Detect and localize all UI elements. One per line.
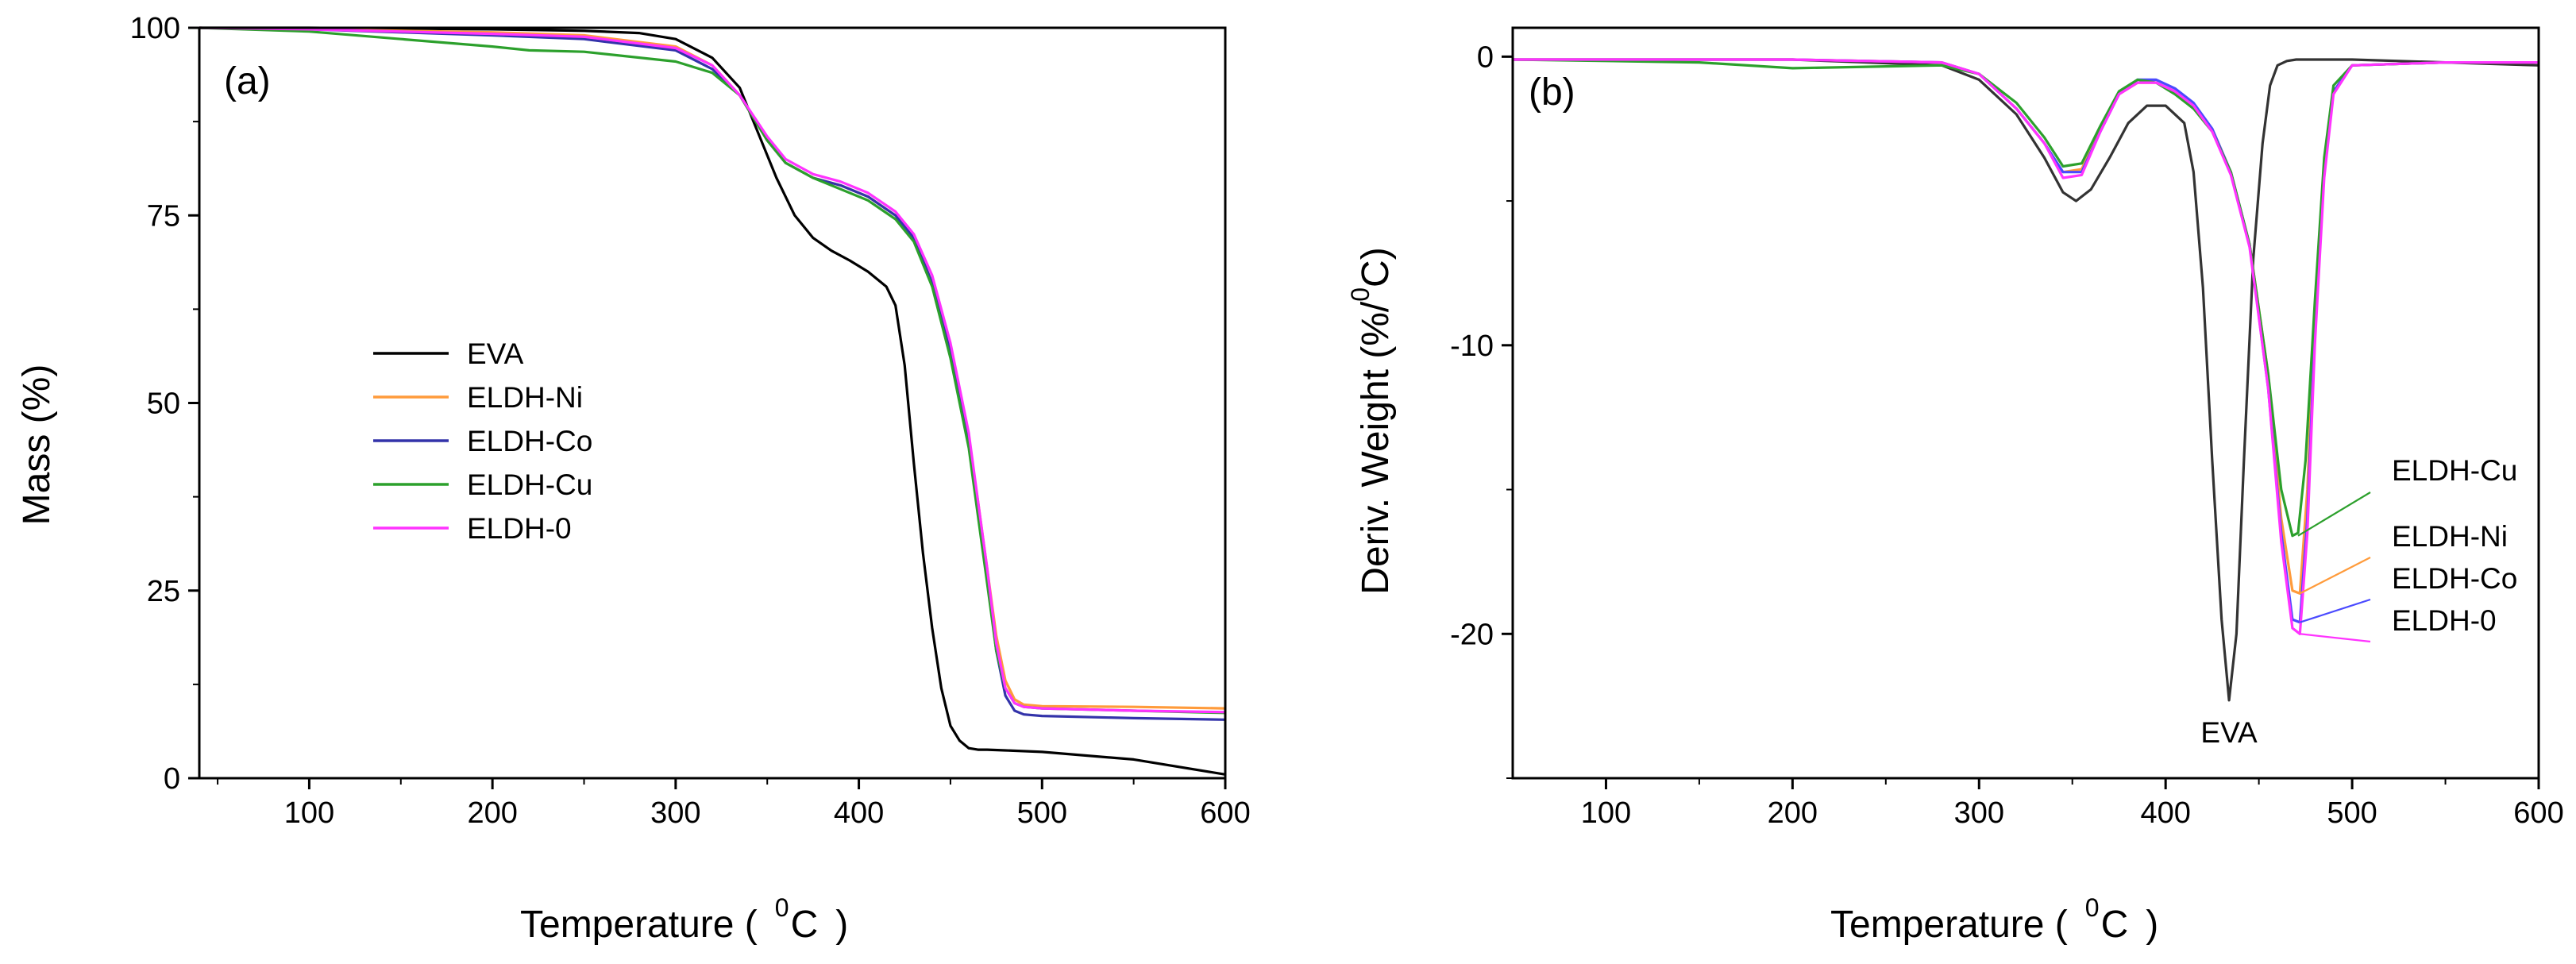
legend-label: ELDH-Cu	[467, 469, 592, 501]
y-tick-label-a: 75	[147, 199, 180, 233]
x-tick-label-b: 300	[1954, 796, 2004, 830]
annotation-leader	[2300, 633, 2371, 643]
legend-label: ELDH-Ni	[467, 381, 583, 414]
x-tick-label-b: 600	[2513, 796, 2563, 830]
y-tick-label-a: 100	[130, 12, 180, 45]
series-line-a-eldh-0	[199, 26, 1226, 714]
legend-label: ELDH-Co	[467, 425, 592, 457]
y-tick-label-b: 0	[1477, 40, 1494, 74]
x-tick-label-a: 400	[834, 796, 884, 830]
legend-a: EVA ELDH-Ni ELDH-Co ELDH-Cu ELDH-0	[373, 337, 592, 545]
panel-b: 100 200 300 400 500 600 0 -10 -20 (b) Deriv. Wei…	[1346, 26, 2564, 946]
y-axis-label-b: Deriv. Weight (%/0C)	[1346, 247, 1397, 594]
x-tick-label-a: 500	[1017, 796, 1067, 830]
y-tick-label-a: 50	[147, 388, 180, 421]
y-tick-label-b: -10	[1450, 330, 1494, 363]
x-tick-label-b: 200	[1768, 796, 1818, 830]
x-tick-label-a: 300	[650, 796, 700, 830]
annotation-label: ELDH-Ni	[2392, 520, 2508, 553]
annotation-label: ELDH-0	[2392, 604, 2497, 637]
y-tick-label-a: 0	[164, 762, 180, 796]
annotations-b: ELDH-Cu ELDH-Ni ELDH-Co ELDH-0 EVA	[2200, 454, 2517, 749]
series-line-a-eldh-cu	[199, 26, 1226, 715]
series-line-b-eldh-0	[1513, 58, 2539, 635]
y-tick-label-b: -20	[1450, 618, 1494, 651]
series-line-b-eldh-co	[1513, 58, 2539, 624]
x-tick-label-a: 100	[284, 796, 334, 830]
x-tick-label-a: 600	[1200, 796, 1250, 830]
annotation-label: ELDH-Cu	[2392, 454, 2517, 487]
series-line-b-eldh-ni	[1513, 58, 2539, 596]
panel-a: 100 200 300 400 500 600 0 25 50 75 100 (a) Mass (%…	[16, 12, 1251, 946]
legend-label: EVA	[467, 337, 524, 370]
panel-label-a: (a)	[224, 60, 271, 102]
legend-label: ELDH-0	[467, 512, 572, 545]
x-tick-label-b: 100	[1581, 796, 1631, 830]
series-line-b-eva	[1513, 58, 2539, 702]
plot-frame-a	[198, 26, 1227, 780]
plot-frame-b	[1511, 26, 2540, 780]
annotation-label: EVA	[2200, 716, 2258, 749]
annotation-leader	[2299, 557, 2371, 595]
x-tick-label-b: 500	[2327, 796, 2377, 830]
x-tick-label-b: 400	[2140, 796, 2190, 830]
y-tick-label-a: 25	[147, 575, 180, 608]
y-axis-label-a: Mass (%)	[16, 364, 58, 526]
x-axis-label-b: Temperature (0C)	[1830, 893, 2158, 946]
panel-label-b: (b)	[1529, 71, 1575, 114]
annotation-leader	[2297, 492, 2371, 537]
series-line-b-eldh-cu	[1512, 58, 2539, 538]
x-axis-label-a: Temperature (0C)	[520, 893, 848, 946]
x-tick-label-a: 200	[467, 796, 517, 830]
series-line-a-eldh-ni	[199, 26, 1226, 710]
series-line-a-eva	[199, 26, 1226, 776]
annotation-leader	[2299, 598, 2371, 623]
series-line-a-eldh-co	[199, 26, 1226, 721]
annotation-label: ELDH-Co	[2392, 562, 2517, 595]
